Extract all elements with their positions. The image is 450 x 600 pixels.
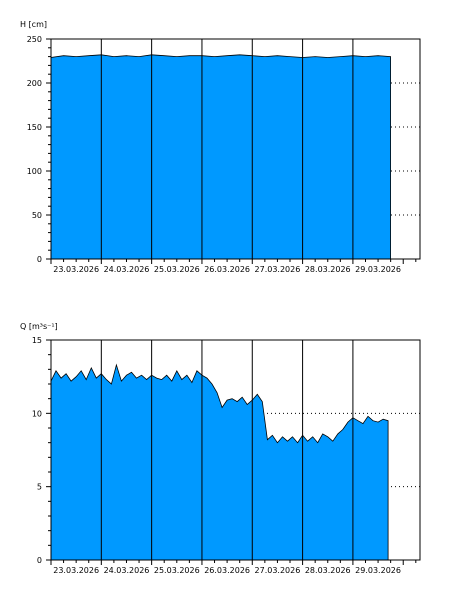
chart0-x-tick-label: 24.03.2026	[104, 265, 150, 274]
chart1-area	[50, 363, 389, 561]
chart0-y-tick-label: 50	[32, 211, 42, 220]
chart1-x-tick-label: 23.03.2026	[53, 566, 99, 575]
chart0-y-tick-label: 100	[27, 167, 42, 176]
chart1-ylabel: Q [m³s⁻¹]	[20, 322, 58, 331]
water-level-chart: H [cm] 0 50 100 150 200 250 23.03.2026 24.03.2…	[20, 20, 421, 274]
chart1-x-tick-label: 24.03.2026	[104, 566, 150, 575]
chart1-x-tick-label: 28.03.2026	[305, 566, 351, 575]
chart1-day-lines	[100, 340, 354, 560]
chart0-area	[50, 54, 391, 260]
chart0-y-tick-label: 250	[27, 35, 42, 44]
chart0-y-tick-label: 200	[27, 79, 42, 88]
chart0-x-tick-label: 27.03.2026	[255, 265, 301, 274]
chart1-x-tick-label: 25.03.2026	[154, 566, 200, 575]
chart1-frame	[50, 339, 421, 561]
chart1-x-tick-label: 29.03.2026	[355, 566, 401, 575]
chart0-ylabel: H [cm]	[20, 20, 47, 29]
chart1-x-tick-label: 27.03.2026	[255, 566, 301, 575]
chart1-y-tick-label: 5	[37, 483, 42, 492]
chart0-day-lines	[100, 39, 354, 259]
chart1-y-ticks: 0 5 10 15	[32, 336, 51, 565]
chart0-x-tick-label: 23.03.2026	[53, 265, 99, 274]
chart1-x-ticks: 23.03.2026 24.03.2026 25.03.2026 26.03.2026…	[50, 560, 417, 575]
chart0-frame	[50, 38, 421, 260]
chart0-x-tick-label: 28.03.2026	[305, 265, 351, 274]
chart0-y-tick-label: 150	[27, 123, 42, 132]
chart0-y-ticks: 0 50 100 150 200 250	[27, 35, 51, 264]
chart0-y-tick-label: 0	[37, 255, 42, 264]
chart0-x-tick-label: 29.03.2026	[355, 265, 401, 274]
chart0-x-ticks: 23.03.2026 24.03.2026 25.03.2026 26.03.2026…	[50, 259, 417, 274]
chart1-y-tick-label: 15	[32, 336, 42, 345]
chart1-y-tick-label: 10	[32, 409, 42, 418]
chart1-x-tick-label: 26.03.2026	[204, 566, 250, 575]
discharge-chart: Q [m³s⁻¹] 0 5 10 15 23.03.2026 24.03.2026 25.…	[20, 322, 421, 575]
chart0-x-tick-label: 25.03.2026	[154, 265, 200, 274]
chart1-y-tick-label: 0	[37, 556, 42, 565]
chart0-x-tick-label: 26.03.2026	[204, 265, 250, 274]
